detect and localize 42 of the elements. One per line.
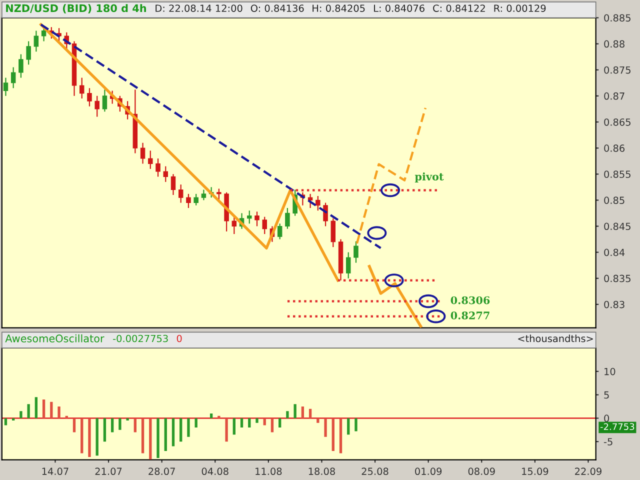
y-tick-label: -5 — [604, 438, 612, 446]
text: H: 0.84205 — [312, 4, 365, 12]
x-tick-label: 21.07 — [95, 468, 122, 476]
y-tick-label: 0.865 — [604, 118, 630, 126]
text: L: 0.84076 — [374, 4, 424, 12]
x-tick-label: 28.07 — [148, 468, 175, 476]
y-tick-label: 0.88 — [604, 40, 624, 48]
text: 0 — [176, 334, 182, 342]
y-tick-label: 0.875 — [604, 66, 630, 74]
y-tick-label: 0 — [604, 414, 610, 422]
y-tick-label: 0.855 — [604, 170, 630, 178]
text: R: 0.00129 — [494, 4, 546, 12]
y-tick-label: 0.885 — [604, 14, 630, 22]
x-tick-label: 14.07 — [42, 468, 68, 476]
text: -2.7753 — [600, 423, 634, 430]
x-tick-label: 25.08 — [362, 468, 388, 476]
chart-title: AwesomeOscillator — [5, 334, 104, 342]
y-tick-label: 0.84 — [604, 248, 625, 256]
x-tick-label: 18.08 — [308, 468, 335, 476]
text: D: 22.08.14 12:00 — [156, 4, 242, 12]
annotation: 0.8306 — [450, 296, 490, 304]
text: C: 0.84122 — [433, 4, 485, 12]
y-tick-label: 5 — [604, 391, 609, 399]
text: -0.0027753 — [113, 334, 168, 342]
y-tick-label: 0.85 — [604, 196, 624, 204]
y-tick-label: 10 — [604, 368, 616, 376]
x-tick-label: 01.09 — [415, 468, 442, 476]
text: <thousandths> — [518, 334, 593, 342]
y-tick-label: 0.86 — [604, 144, 625, 152]
y-tick-label: 0.835 — [604, 274, 630, 282]
x-tick-label: 08.09 — [468, 468, 495, 476]
chart-title: NZD/USD (BID) 180 d 4h — [6, 4, 146, 14]
annotation: pivot — [414, 172, 444, 182]
y-tick-label: 0.83 — [604, 300, 624, 308]
y-tick-label: 0.845 — [604, 222, 630, 230]
annotation: 0.8277 — [450, 312, 490, 320]
x-tick-label: 15.09 — [522, 468, 548, 476]
y-tick-label: 0.87 — [604, 92, 624, 100]
text: O: 0.84136 — [250, 4, 304, 12]
x-tick-label: 22.09 — [575, 468, 602, 476]
x-tick-label: 11.08 — [256, 468, 282, 476]
x-tick-label: 04.08 — [202, 468, 228, 476]
